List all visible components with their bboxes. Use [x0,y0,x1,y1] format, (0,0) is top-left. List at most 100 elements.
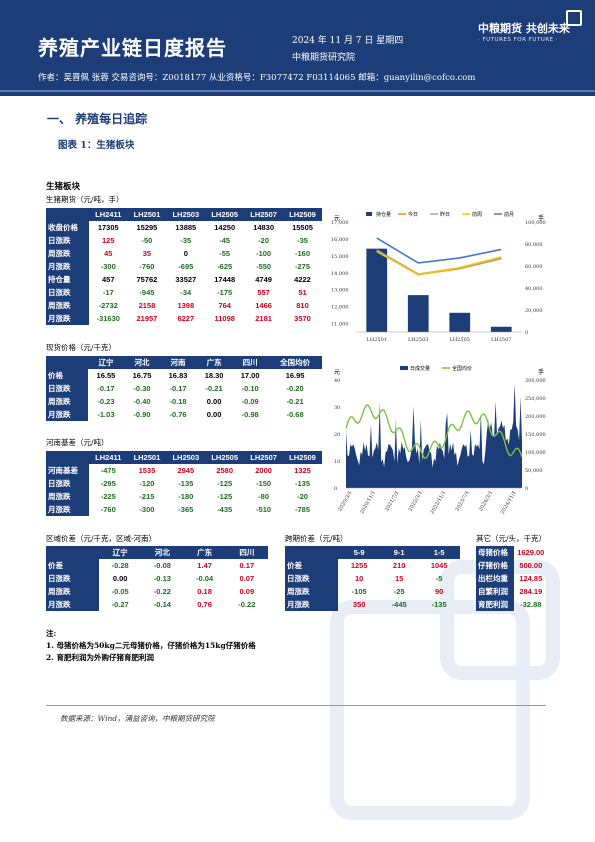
calendar-spread-table: 5-9 9-1 1-5 价差 1255 210 1045 日涨跌 10 15 -5 周涨跌 -105 -2… [285,546,460,611]
table-row: 日涨跌 -0.17 -0.30 -0.17 -0.21 -0.10 -0.20 [46,382,322,395]
table-cell: 16.55 [96,371,116,380]
author-info: 作者：吴晋佩 张蓉 交易咨询号：Z0018177 从业资格号：F3077472 … [38,73,476,83]
legend-label: 前月 [504,211,514,218]
row-label: 日涨跌 [46,286,90,299]
x-tick-label: LH2507 [491,337,511,343]
right-axis-unit: 手 [538,214,544,222]
chart-bar [449,312,471,332]
table-header-cell: LH2411 [89,451,128,464]
table-row: 月涨跌 -1.03 -0.90 -0.76 0.00 -0.98 -0.68 [46,408,322,421]
table-cell: -25 [393,587,405,596]
row-label: 月涨跌 [46,312,90,325]
row-label: 价格 [46,369,88,382]
table-cell: -160 [295,249,311,258]
x-tick-label: LH2505 [450,337,470,343]
table-cell: -0.20 [286,384,304,393]
figure-title: 图表 1：生猪板块 [58,140,135,151]
legend-label: 昨日 [440,211,450,218]
table-cell: -20 [258,236,269,245]
table-cell: 457 [102,275,115,284]
table-cell: -0.17 [97,384,115,393]
table-cell: -0.13 [153,574,171,583]
price-line [345,404,523,460]
row-label: 日涨跌 [46,234,90,247]
other-table-title: 其它（元/头，千克） [476,534,547,543]
table-row: 持仓量 457 75762 33527 17448 4749 4222 [46,273,322,286]
table-cell: -135 [431,600,447,609]
left-tick-label: 10 [334,459,340,465]
basis-table-title: 河南基差（元/吨） [46,438,109,447]
basis-table: LH2411 LH2501 LH2503 LH2505 LH2507 LH2509 河南基差… [46,451,322,516]
table-header-cell: LH2509 [283,208,322,221]
table-row: 月涨跌 350 -445 -135 [285,598,460,611]
table-cell: -0.04 [196,574,214,583]
table-cell: -0.22 [238,600,256,609]
right-tick-label: 100,000 [525,220,546,226]
table-cell: 3570 [294,314,311,323]
chart-bar [366,248,388,332]
table-cell: -0.21 [286,397,304,406]
table-header-cell: 广东 [183,546,226,559]
table-row: 日涨跌 -17 -945 -34 -175 557 51 [46,286,322,299]
table-cell: 11098 [214,314,235,323]
right-tick-label: 0 [525,330,528,336]
table-row: 收盘价格 17305 15295 13885 14250 14830 15505 [46,221,322,234]
table-cell: 1535 [138,466,156,475]
table-cell: -0.21 [205,384,223,393]
spread-table-title: 跨期价差（元/吨） [285,534,348,543]
table-header-cell: 全国均价 [268,356,322,369]
table-cell: -945 [139,288,155,297]
table-cell: -275 [295,262,311,271]
table-cell: 14250 [214,223,236,232]
table-cell: -180 [178,492,194,501]
left-tick-label: 14,000 [331,271,349,277]
table-cell: 0.09 [239,587,255,596]
x-tick-label: 2024/3/1 [478,490,494,512]
left-tick-label: 15,000 [331,254,349,260]
series-line [376,250,502,276]
table-cell: -445 [391,600,407,609]
left-tick-label: 12,000 [331,305,349,311]
left-tick-label: 17,000 [331,220,349,226]
table-cell: -150 [256,479,272,488]
table-cell: 764 [218,301,231,310]
row-label: 月涨跌 [285,598,339,611]
table-header-cell: LH2509 [283,451,322,464]
table-cell: 0.76 [197,600,212,609]
table-cell: -0.28 [111,561,129,570]
table-header-corner [285,546,339,559]
row-label: 周涨跌 [46,247,90,260]
table-cell: -1.03 [97,410,115,419]
left-tick-label: 0 [334,486,337,492]
table-header-corner [46,546,100,559]
table-cell: 35 [142,249,152,258]
table-header-cell: LH2503 [166,208,206,221]
table-cell: -0.14 [153,600,171,609]
table-header-cell: 四川 [225,546,268,559]
table-cell: 0 [183,249,188,258]
report-date: 2024 年 11 月 7 日 星期四 [292,36,404,46]
row-label: 月涨跌 [46,503,90,516]
table-row: 月涨跌 -0.27 -0.14 0.76 -0.22 [46,598,268,611]
right-tick-label: 60,000 [525,264,543,270]
brand-mark-icon [566,10,582,26]
table-cell: 2158 [138,301,156,310]
table-header-corner [46,208,90,221]
table-cell: 284.19 [519,587,543,596]
right-tick-label: 100,000 [525,450,546,456]
data-source: 数据来源：Wind，涌益咨询，中粮期货研究院 [60,714,215,723]
row-label: 日涨跌 [46,572,100,585]
table-header-cell: LH2501 [127,208,167,221]
table-cell: -2732 [98,301,118,310]
table-cell: 0.17 [239,561,255,570]
table-cell: 1629.00 [517,548,545,557]
table-cell: -760 [100,505,116,514]
table-header-corner [46,356,88,369]
table-cell: -17 [102,288,114,297]
spot-table: 辽宁 河北 河南 广东 四川 全国均价 价格 16.55 16.75 16.83 18.30 17.0… [46,356,322,421]
region-table-title: 区域价差（元/千克，区域-河南） [46,534,157,543]
header-divider [0,90,595,92]
row-label: 仔猪价格 [476,559,514,572]
table-cell: 15295 [136,223,158,232]
left-axis-unit: 元 [334,215,340,222]
